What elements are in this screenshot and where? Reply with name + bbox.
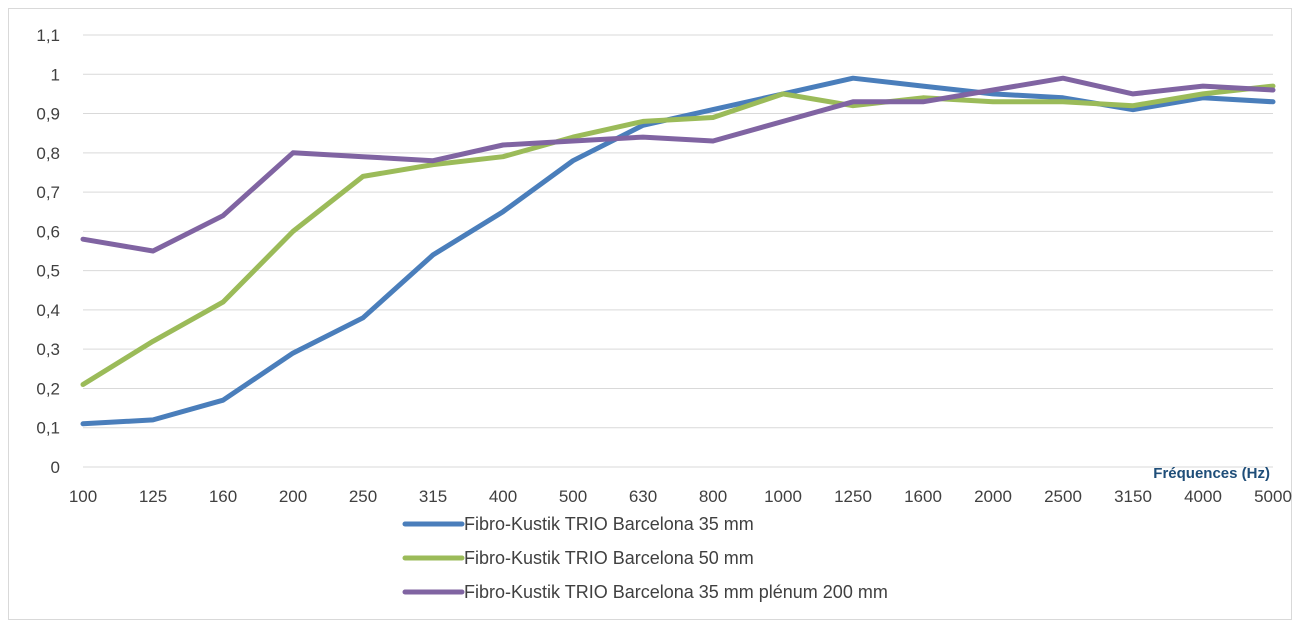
x-tick-label: 100 [69,487,97,506]
y-tick-label: 0,1 [36,419,60,438]
x-tick-label: 160 [209,487,237,506]
y-tick-label: 0,7 [36,183,60,202]
x-tick-label: 2000 [974,487,1012,506]
chart-frame [8,8,1292,620]
legend-item: Fibro-Kustik TRIO Barcelona 35 mm plénum… [402,582,888,602]
x-tick-label: 1250 [834,487,872,506]
x-tick-label: 5000 [1254,487,1292,506]
legend-item: Fibro-Kustik TRIO Barcelona 35 mm [402,514,754,534]
y-tick-label: 0,8 [36,144,60,163]
series-line [80,75,1276,427]
gridlines [83,34,1273,468]
y-tick-label: 0,5 [36,262,60,281]
legend-label: Fibro-Kustik TRIO Barcelona 50 mm [464,548,754,568]
x-tick-label: 125 [139,487,167,506]
x-axis-ticks: 100 125 160 200 250 315 400 500 630 800 1000 1250 16… [69,487,1292,506]
legend-label: Fibro-Kustik TRIO Barcelona 35 mm [464,514,754,534]
legend-item: Fibro-Kustik TRIO Barcelona 50 mm [402,548,754,568]
y-axis-ticks: 0 0,1 0,2 0,3 0,4 0,5 0,6 0,7 0,8 0,9 1 1,1 [36,26,60,477]
x-tick-label: 1000 [764,487,802,506]
series-line [80,75,1276,254]
x-axis-title: Fréquences (Hz) [1153,465,1270,482]
series-lines [80,75,1276,427]
x-tick-label: 1600 [904,487,942,506]
y-tick-label: 0 [51,458,60,477]
x-tick-label: 2500 [1044,487,1082,506]
x-tick-label: 315 [419,487,447,506]
x-tick-label: 3150 [1114,487,1152,506]
x-tick-label: 500 [559,487,587,506]
x-tick-label: 4000 [1184,487,1222,506]
y-tick-label: 0,9 [36,105,60,124]
x-tick-label: 800 [699,487,727,506]
x-tick-label: 200 [279,487,307,506]
y-tick-label: 0,4 [36,301,60,320]
legend-label: Fibro-Kustik TRIO Barcelona 35 mm plénum… [464,582,888,602]
x-tick-label: 630 [629,487,657,506]
y-tick-label: 0,3 [36,340,60,359]
y-tick-label: 0,2 [36,379,60,398]
x-tick-label: 250 [349,487,377,506]
series-line [80,83,1276,387]
y-tick-label: 1 [51,65,60,84]
x-tick-label: 400 [489,487,517,506]
legend: Fibro-Kustik TRIO Barcelona 35 mm Fibro-K… [402,514,888,602]
y-tick-label: 1,1 [36,26,60,45]
y-tick-label: 0,6 [36,222,60,241]
